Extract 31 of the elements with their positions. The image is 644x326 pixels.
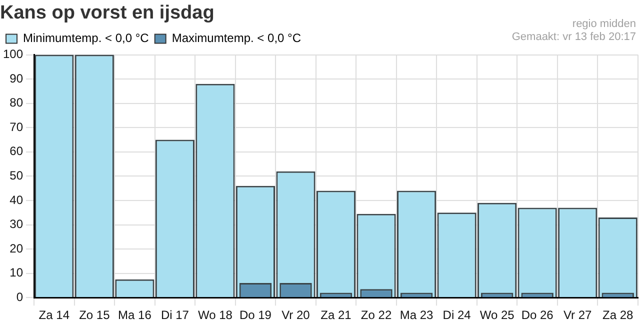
y-tick-label: 10 [10,266,24,280]
text: Gemaakt: vr 13 feb 20:17 [512,31,636,43]
x-tick-label: Wo 25 [480,308,515,322]
legend-label: Maximumtemp. < 0,0 °C [172,31,302,46]
y-tick-label: 70 [10,120,24,134]
x-tick-label: Vr 27 [563,308,592,322]
x-tick-label: Ma 16 [118,308,152,322]
y-tick-label: 50 [10,168,24,183]
x-tick-label: Ma 23 [400,308,434,322]
legend-label: Minimumtemp. < 0,0 °C [23,31,150,46]
x-tick-label: Do 19 [239,308,272,322]
x-tick-label: Za 14 [38,308,70,322]
x-tick-label: Wo 18 [198,308,233,322]
y-tick-label: 80 [10,96,24,110]
y-tick-label: 20 [10,241,24,256]
y-tick-label: 0 [16,290,24,304]
chart-title: Kans op vorst en ijsdag [0,2,214,24]
text: regio midden [572,18,636,30]
y-tick-label: 40 [10,192,24,207]
y-tick-label: 100 [2,47,24,62]
y-tick-label: 60 [10,144,24,158]
x-tick-label: Vr 20 [282,308,310,322]
x-tick-label: Za 21 [320,308,352,322]
x-tick-label: Zo 22 [360,308,392,322]
y-tick-label: 90 [10,71,24,86]
x-tick-label: Za 28 [602,308,634,322]
x-tick-label: Di 17 [160,308,190,322]
x-tick-label: Do 26 [521,308,554,322]
x-tick-label: Di 24 [442,308,472,322]
y-tick-label: 30 [10,217,24,232]
x-tick-label: Zo 15 [79,308,110,322]
